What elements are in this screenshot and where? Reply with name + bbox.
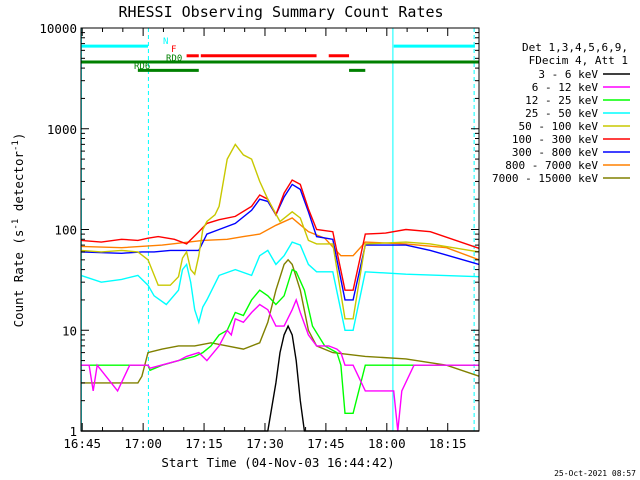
legend-label: 7000 - 15000 keV [492,172,598,185]
status-label-f: F [171,45,176,55]
x-tick-label: 16:45 [63,436,101,451]
series-line-0 [81,324,479,432]
status-label-rd6: RD6 [134,62,150,72]
chart-title: RHESSI Observing Summary Count Rates [118,3,443,21]
y-tick-label: 100 [54,223,77,238]
legend-header-line-2: FDecim 4, Att 1 [529,54,628,67]
series-line-4 [80,143,480,320]
series-line-8 [81,258,480,384]
y-tick-label: 1 [69,424,77,439]
y-tick-label: 1000 [47,122,77,137]
x-tick-label: 18:00 [368,436,406,451]
y-axis-label-mid: detector [11,151,26,219]
legend-label: 100 - 300 keV [512,133,598,146]
y-axis-label-main: Count Rate (s [11,230,26,328]
status-label-rd0: RD0 [166,54,182,64]
y-tick-label: 10000 [39,21,77,36]
legend-label: 50 - 100 keV [519,120,599,133]
legend: Det 1,3,4,5,6,9, FDecim 4, Att 1 3 - 6 k… [492,41,630,185]
series-line-1 [81,297,479,432]
legend-label: 25 - 50 keV [525,107,598,120]
axis-ticks: 16:45 17:00 17:15 17:30 17:45 18:00 18:15 1 10 10… [39,21,479,451]
x-axis-label: Start Time (04-Nov-03 16:44:42) [161,455,394,470]
x-tick-label: 17:45 [307,436,345,451]
legend-label: 300 - 800 keV [512,146,598,159]
y-axis-label-end: ) [11,133,26,141]
x-tick-label: 17:00 [124,436,162,451]
x-tick-label: 17:15 [185,436,223,451]
series-line-3 [80,241,480,331]
y-axis-label-sup2: -1 [11,140,21,151]
series-line-5 [80,179,480,291]
series-line-6 [80,183,480,301]
y-axis-label-sup1: -1 [11,219,21,230]
footer-timestamp: 25-Oct-2021 08:57 [554,469,636,478]
series-line-2 [81,268,479,414]
status-label-n: N [163,37,168,47]
y-tick-label: 10 [62,323,77,338]
x-tick-label: 18:15 [429,436,467,451]
legend-label: 6 - 12 keV [532,81,599,94]
plot-frame [80,27,480,432]
y-axis-label: Count Rate (s-1 detector-1) [11,133,26,328]
legend-label: 800 - 7000 keV [505,159,598,172]
legend-header-line-1: Det 1,3,4,5,6,9, [522,41,628,54]
x-tick-label: 17:30 [246,436,284,451]
legend-label: 3 - 6 keV [538,68,598,81]
legend-label: 12 - 25 keV [525,94,598,107]
